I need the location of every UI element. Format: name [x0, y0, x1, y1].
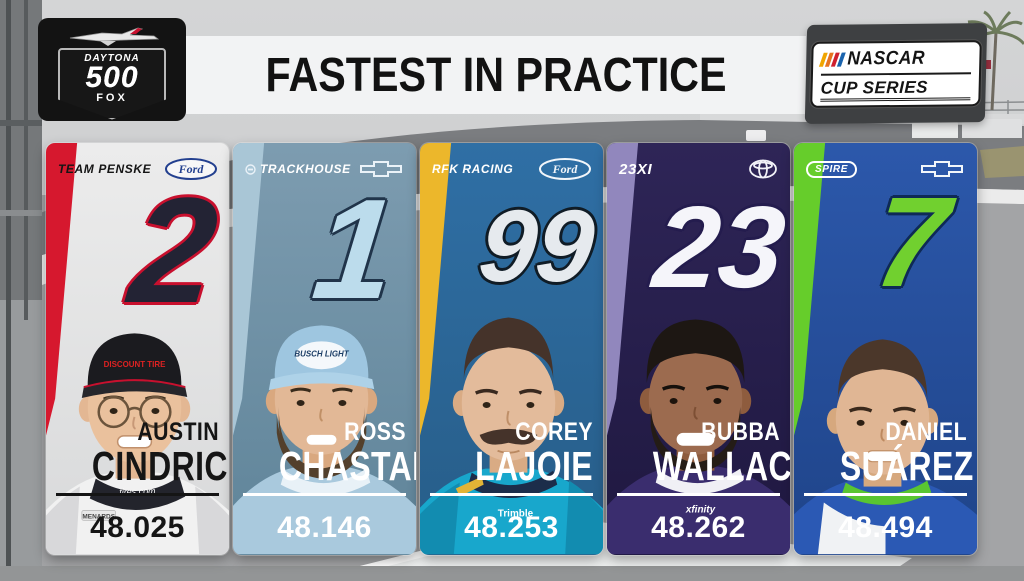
series-name: CUP SERIES	[820, 73, 971, 102]
driver-last-name: CHASTAIN	[278, 442, 416, 489]
name-underline	[617, 493, 780, 496]
svg-text:BUSCH LIGHT: BUSCH LIGHT	[294, 349, 349, 358]
driver-name-block: COREY LAJOIE 48.253	[430, 417, 593, 545]
driver-card-ross-chastain: 1 TRACKHOUSE	[233, 143, 416, 555]
hair	[837, 339, 928, 402]
driver-name-block: BUBBA WALLACE 48.262	[617, 417, 790, 545]
chevrolet-logo-icon	[360, 161, 402, 177]
trackhouse-mark-icon	[245, 163, 256, 175]
team-penske-logo: TEAM PENSKE	[58, 162, 152, 176]
cap	[87, 333, 182, 390]
driver-cards-row: 2 TEAM PENSKE Ford MENARDS tires.com	[46, 143, 977, 555]
lap-time: 48.025	[90, 511, 185, 544]
driver-last-name: SUÁREZ	[839, 442, 974, 489]
jet-plane-icon	[69, 27, 160, 46]
lap-time: 48.494	[838, 511, 933, 544]
nascar-cup-series-logo: NASCAR CUP SERIES	[804, 23, 988, 124]
beard	[276, 414, 367, 479]
ford-logo-icon: Ford	[165, 158, 217, 180]
card-logo-row: 23XI	[619, 153, 778, 185]
driver-first-name: COREY	[515, 417, 593, 446]
hair	[463, 317, 554, 382]
svg-text:tires.com: tires.com	[119, 486, 156, 497]
svg-text:xfinity: xfinity	[685, 504, 716, 515]
card-logo-row: RFK RACING Ford	[432, 153, 591, 185]
driver-card-corey-lajoie: 99 RFK RACING Ford Trimble	[420, 143, 603, 555]
svg-text:DISCOUNT TIRE: DISCOUNT TIRE	[104, 360, 166, 369]
spire-logo: SPIRE	[806, 160, 858, 178]
toyota-logo-icon	[749, 159, 777, 179]
daytona-500-logo: DAYTONA 500 FOX	[38, 18, 186, 121]
nascar-logo-plate: NASCAR CUP SERIES	[810, 39, 982, 108]
beard	[650, 406, 741, 473]
chevrolet-logo-icon	[921, 161, 963, 177]
foreground-asphalt	[0, 566, 1024, 581]
card-logo-row: SPIRE	[806, 153, 965, 185]
driver-photo	[794, 339, 977, 555]
network-name: FOX	[96, 91, 128, 104]
driver-last-name: CINDRIC	[91, 442, 228, 489]
card-logo-row: TEAM PENSKE Ford	[58, 153, 217, 185]
driver-first-name: BUBBA	[701, 417, 780, 446]
hair	[646, 319, 745, 384]
mustache	[479, 428, 538, 445]
driver-photo: Trimble	[420, 317, 603, 555]
driver-first-name: ROSS	[344, 417, 406, 446]
left-fence-structure	[0, 0, 42, 581]
face	[461, 345, 556, 461]
driver-photo: xfinity	[607, 319, 790, 555]
grass-strip	[980, 146, 1024, 178]
driver-name-block: DANIEL SUÁREZ 48.494	[804, 417, 974, 545]
nascar-bars-icon	[818, 52, 846, 67]
foreground-wall	[300, 517, 912, 581]
name-underline	[243, 493, 406, 496]
driver-name-block: ROSS CHASTAIN 48.146	[243, 417, 416, 545]
ford-logo-icon: Ford	[539, 158, 591, 180]
driver-first-name: DANIEL	[885, 417, 967, 446]
lap-time: 48.253	[464, 511, 559, 544]
name-underline	[56, 493, 219, 496]
name-underline	[430, 493, 593, 496]
driver-last-name: LAJOIE	[475, 442, 593, 489]
driver-last-name: WALLACE	[652, 442, 790, 489]
23xi-logo: 23XI	[619, 160, 653, 178]
rfk-racing-logo: RFK RACING	[432, 162, 514, 176]
event-number: 500	[85, 61, 139, 94]
lap-time: 48.262	[651, 511, 746, 544]
event-name: DAYTONA	[84, 53, 140, 64]
name-underline	[804, 493, 967, 496]
svg-text:Ford: Ford	[552, 162, 579, 176]
trackhouse-logo: TRACKHOUSE	[245, 162, 351, 176]
lap-time: 48.146	[277, 511, 372, 544]
svg-text:Trimble: Trimble	[498, 508, 534, 519]
face	[648, 343, 743, 455]
driver-first-name: AUSTIN	[137, 417, 219, 446]
series-brand: NASCAR	[847, 47, 926, 70]
driver-card-daniel-suarez: 7 SPIRE	[794, 143, 977, 555]
svg-text:MENARDS: MENARDS	[82, 513, 115, 520]
driver-card-austin-cindric: 2 TEAM PENSKE Ford MENARDS tires.com	[46, 143, 229, 555]
page-title: FASTEST IN PRACTICE	[265, 48, 727, 102]
driver-card-bubba-wallace: 23 23XI xfinity	[607, 143, 790, 555]
face	[835, 363, 930, 475]
svg-text:Ford: Ford	[178, 162, 205, 176]
card-logo-row: TRACKHOUSE	[245, 153, 404, 185]
driver-photo: BUSCH LIGHT	[233, 325, 416, 555]
driver-name-block: AUSTIN CINDRIC 48.025	[56, 417, 228, 545]
title-banner: FASTEST IN PRACTICE	[186, 36, 806, 114]
glasses	[97, 395, 130, 429]
